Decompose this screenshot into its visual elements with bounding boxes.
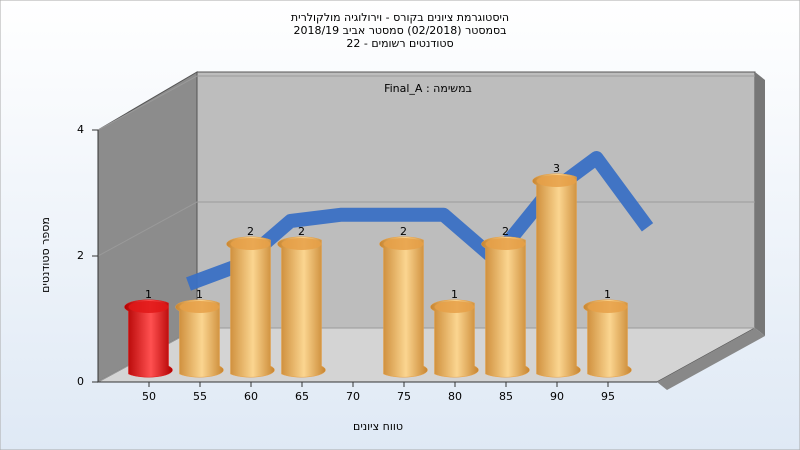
bar xyxy=(226,236,275,378)
bar xyxy=(124,299,173,378)
bar xyxy=(583,299,632,378)
x-tick-label: 70 xyxy=(346,390,360,403)
x-tick-label: 50 xyxy=(142,390,156,403)
chart-title: היסטוגרמת ציונים בקורס - וירולוגיה מולקו… xyxy=(291,11,509,24)
bar-top xyxy=(536,175,577,187)
bar xyxy=(430,299,479,378)
x-tick-label: 95 xyxy=(601,390,615,403)
x-tick-label: 85 xyxy=(499,390,513,403)
bar xyxy=(481,236,530,378)
value-label: 1 xyxy=(145,288,152,301)
x-axis-label: טווח ציונים xyxy=(353,420,403,433)
value-label: 2 xyxy=(400,225,407,238)
annotation: Final_A : במשימה xyxy=(384,82,472,95)
chart-subtitle: סטודנטים רשומים - 22 xyxy=(346,37,453,50)
y-axis-label: מספר סטודנטים xyxy=(39,217,52,293)
value-label: 2 xyxy=(298,225,305,238)
x-tick-label: 65 xyxy=(295,390,309,403)
bar-top xyxy=(230,238,271,250)
bar-top xyxy=(179,301,220,313)
y-tick-label: 2 xyxy=(77,249,84,262)
x-tick-label: 55 xyxy=(193,390,207,403)
x-tick-label: 75 xyxy=(397,390,411,403)
wall-edge xyxy=(755,72,765,336)
value-label: 2 xyxy=(502,225,509,238)
bar-top xyxy=(587,301,628,313)
value-label: 1 xyxy=(604,288,611,301)
floor-edge xyxy=(657,328,765,390)
bar xyxy=(175,299,224,378)
grid-line xyxy=(97,75,755,131)
y-tick-label: 4 xyxy=(77,123,84,136)
bar-top xyxy=(434,301,475,313)
x-tick-label: 80 xyxy=(448,390,462,403)
back-wall xyxy=(196,71,756,329)
value-label: 1 xyxy=(196,288,203,301)
bar-top xyxy=(383,238,424,250)
y-tick-label: 0 xyxy=(77,375,84,388)
value-label: 1 xyxy=(451,288,458,301)
value-label: 2 xyxy=(247,225,254,238)
bar-top xyxy=(281,238,322,250)
x-tick-label: 60 xyxy=(244,390,258,403)
chart-subtitle: בסמסטר (02/2018) סמסטר אביב 2018/19 xyxy=(293,24,506,37)
bar xyxy=(532,173,581,378)
bar xyxy=(379,236,428,378)
bar-top xyxy=(128,301,169,313)
bar xyxy=(277,236,326,378)
x-tick-label: 90 xyxy=(550,390,564,403)
bar-top xyxy=(485,238,526,250)
value-label: 3 xyxy=(553,162,560,175)
